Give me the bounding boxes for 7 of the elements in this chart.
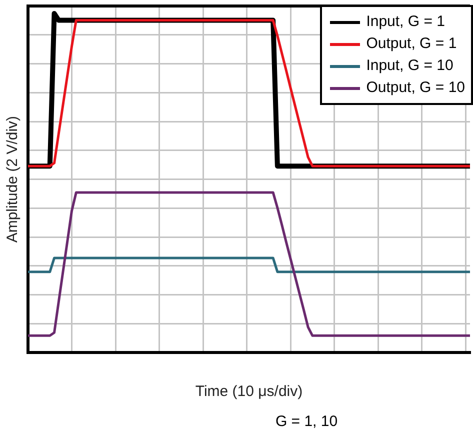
text: G = 1, 10 (274, 413, 339, 430)
x-axis-title: Time (10 μs/div) (195, 383, 303, 400)
legend-label: Output, G = 10 (366, 78, 465, 98)
legend-label: Input, G = 10 (366, 56, 454, 76)
legend-label: Output, G = 1 (366, 34, 457, 54)
y-axis-title: Amplitude (2 V/div) (4, 116, 22, 243)
legend-label: Input, G = 1 (366, 12, 445, 32)
